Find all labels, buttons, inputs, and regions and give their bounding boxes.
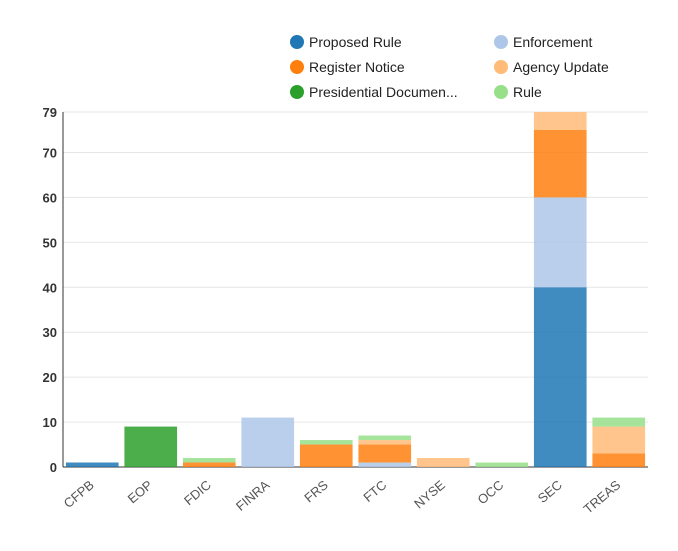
bar-finra-series-1 <box>241 417 295 467</box>
y-tick-label: 30 <box>43 325 57 340</box>
legend-swatch-icon <box>494 85 508 99</box>
legend-label: Register Notice <box>309 59 405 75</box>
x-tick-label: FRS <box>301 477 331 505</box>
y-tick-label: 20 <box>43 370 57 385</box>
bar-cfpb-series-0 <box>65 462 119 467</box>
x-tick-label: FDIC <box>181 477 214 508</box>
legend-swatch-icon <box>290 35 304 49</box>
bar-frs-series-2 <box>299 444 353 467</box>
bar-fdic-series-5 <box>182 458 236 463</box>
legend-swatch-icon <box>290 85 304 99</box>
y-tick-label: 10 <box>43 415 57 430</box>
legend-swatch-icon <box>494 35 508 49</box>
bar-sec-series-0 <box>533 287 587 467</box>
legend-swatch-icon <box>290 60 304 74</box>
bar-fdic-series-2 <box>182 462 236 467</box>
x-tick-label: TREAS <box>581 477 624 517</box>
legend-item[interactable]: Agency Update <box>494 59 609 75</box>
bar-frs-series-5 <box>299 440 353 445</box>
bar-ftc-series-1 <box>358 462 412 467</box>
y-tick-label: 79 <box>43 105 57 120</box>
x-tick-label: CFPB <box>61 477 97 511</box>
x-tick-label: FTC <box>360 477 389 505</box>
bar-treas-series-3 <box>592 426 646 454</box>
y-tick-label: 70 <box>43 145 57 160</box>
legend-swatch-icon <box>494 60 508 74</box>
legend-label: Enforcement <box>513 34 593 50</box>
bar-treas-series-2 <box>592 453 646 467</box>
y-tick-label: 50 <box>43 235 57 250</box>
x-tick-label: NYSE <box>411 477 448 511</box>
bar-ftc-series-5 <box>358 435 412 441</box>
bar-nyse-series-3 <box>416 458 470 467</box>
x-tick-label: OCC <box>475 477 507 507</box>
legend-label: Presidential Documen... <box>309 84 458 100</box>
legend-label: Agency Update <box>513 59 609 75</box>
legend-item[interactable]: Rule <box>494 84 542 100</box>
legend-item[interactable]: Proposed Rule <box>290 34 402 50</box>
legend-item[interactable]: Presidential Documen... <box>290 84 458 100</box>
x-tick-label: FINRA <box>233 477 273 514</box>
y-tick-label: 0 <box>50 460 57 475</box>
legend-label: Rule <box>513 84 542 100</box>
y-tick-label: 40 <box>43 280 57 295</box>
bar-sec-series-2 <box>533 129 587 198</box>
y-tick-label: 60 <box>43 190 57 205</box>
bar-occ-series-5 <box>475 462 529 467</box>
bar-sec-series-1 <box>533 197 587 288</box>
x-tick-label: EOP <box>125 477 156 506</box>
x-tick-label: SEC <box>535 477 565 506</box>
bar-sec-series-3 <box>533 112 587 130</box>
bar-treas-series-5 <box>592 417 646 427</box>
bar-eop-series-4 <box>124 426 178 467</box>
bar-ftc-series-3 <box>358 440 412 445</box>
bar-ftc-series-2 <box>358 444 412 463</box>
legend-item[interactable]: Enforcement <box>494 34 592 50</box>
legend-label: Proposed Rule <box>309 34 402 50</box>
legend-item[interactable]: Register Notice <box>290 59 405 75</box>
